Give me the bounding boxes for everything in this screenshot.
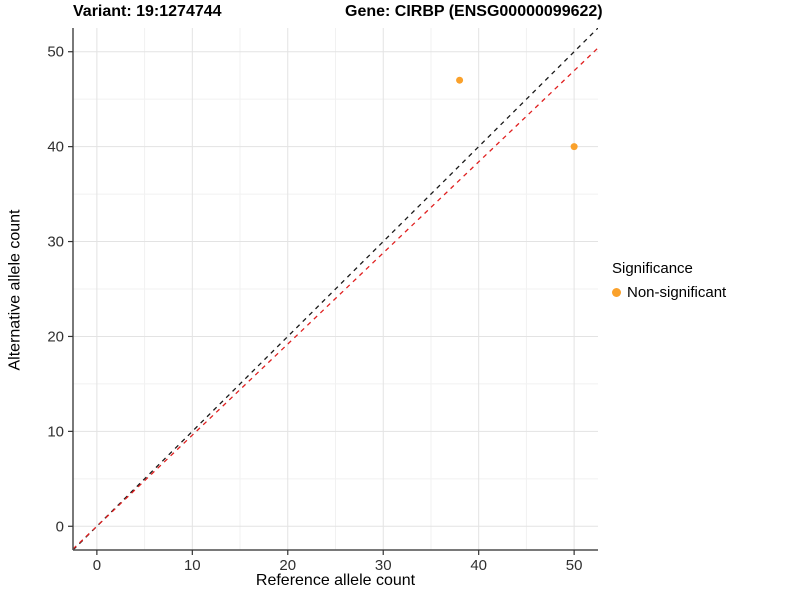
- x-tick-label: 50: [566, 557, 583, 574]
- legend: Significance Non-significant: [612, 260, 726, 301]
- y-axis-title: Alternative allele count: [6, 209, 24, 371]
- x-axis-title: Reference allele count: [255, 572, 416, 589]
- x-tick-label: 0: [93, 557, 101, 574]
- y-tick-label: 20: [47, 328, 64, 345]
- y-tick-label: 50: [47, 44, 64, 61]
- x-tick-label: 40: [470, 557, 487, 574]
- y-tick-label: 0: [56, 518, 64, 535]
- plot-title-gene: Gene: CIRBP (ENSG00000099622): [345, 3, 603, 20]
- legend-title: Significance: [612, 260, 693, 277]
- x-tick-label: 10: [184, 557, 201, 574]
- y-tick-label: 40: [47, 139, 64, 156]
- data-point: [456, 76, 464, 84]
- y-tick-label: 10: [47, 423, 64, 440]
- x-tick-label: 20: [279, 557, 296, 574]
- x-tick-label: 30: [375, 557, 392, 574]
- data-point: [570, 143, 578, 151]
- legend-item-label: Non-significant: [627, 284, 727, 301]
- legend-item-non-significant: Non-significant: [612, 284, 726, 301]
- legend-point-icon: [612, 288, 621, 297]
- expected-ratio-line: [73, 47, 598, 550]
- identity-line: [73, 28, 598, 550]
- plot-title-variant: Variant: 19:1274744: [73, 3, 222, 20]
- y-tick-label: 30: [47, 234, 64, 251]
